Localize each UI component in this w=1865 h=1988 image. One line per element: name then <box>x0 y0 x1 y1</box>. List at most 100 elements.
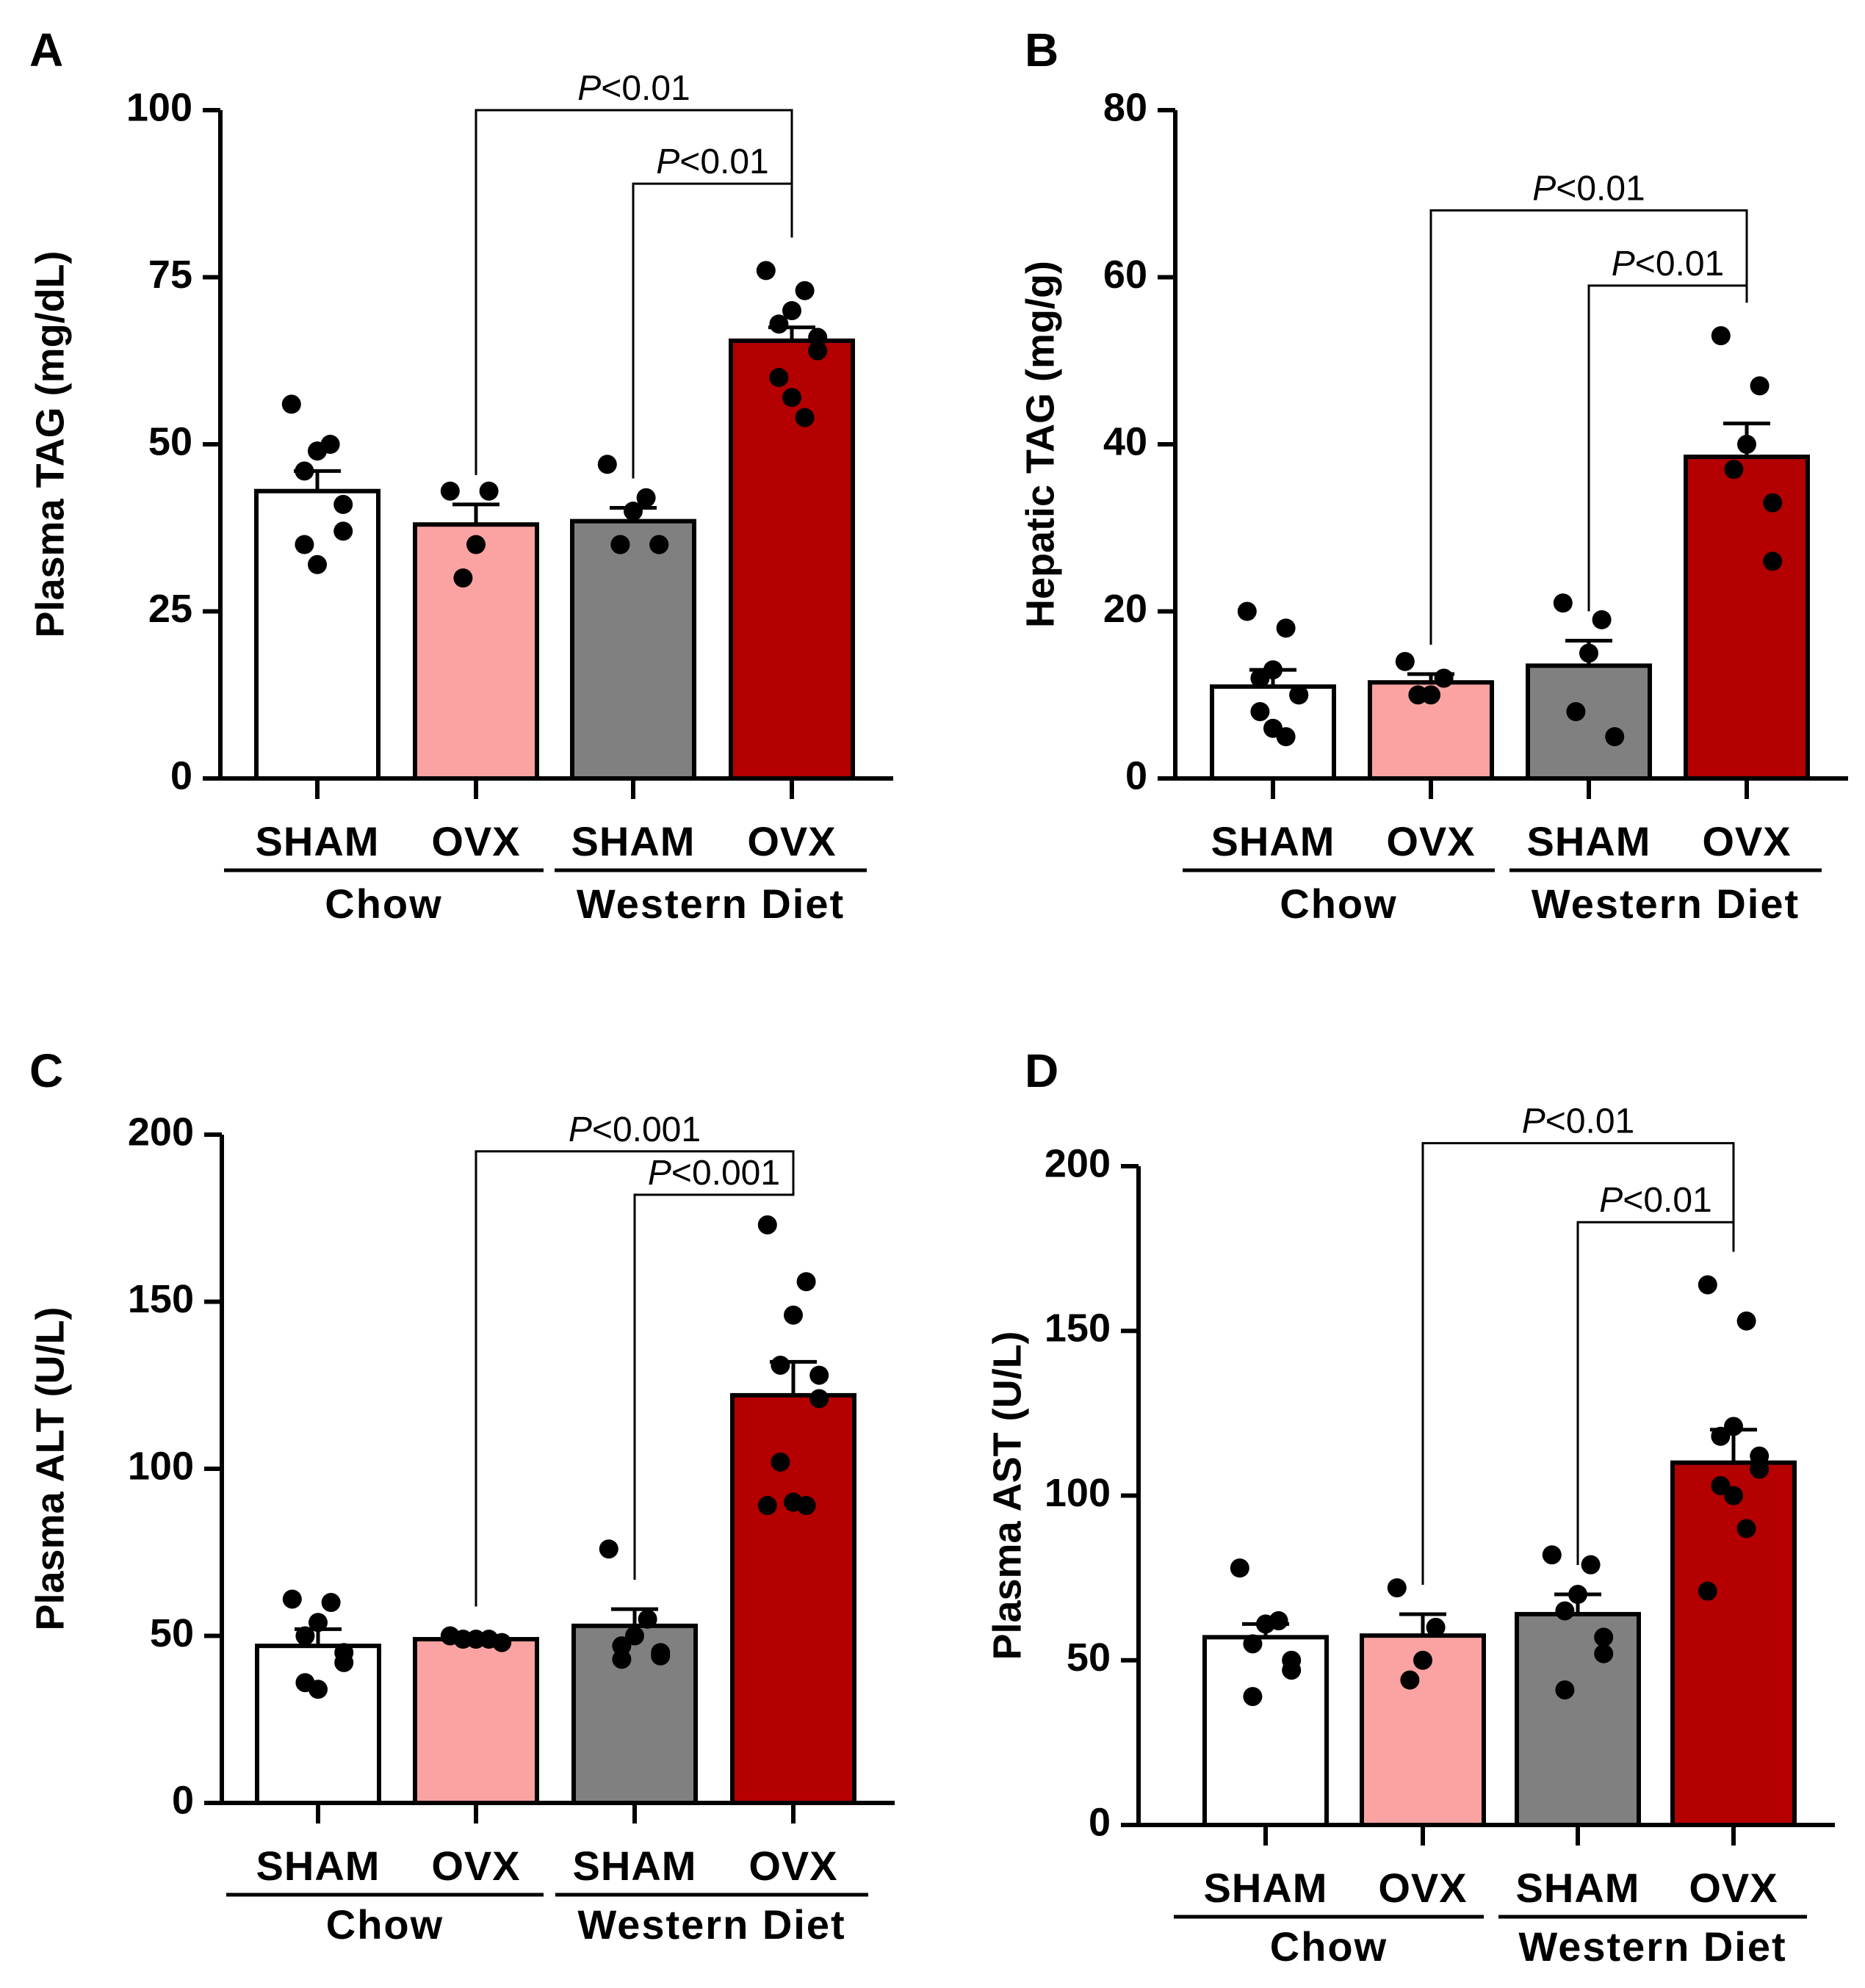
p-value-symbol: P <box>656 142 679 181</box>
category-label: SHAM <box>1211 818 1335 864</box>
data-point <box>1276 618 1296 638</box>
data-point <box>1579 643 1598 663</box>
data-point <box>282 1589 302 1609</box>
bar-sham-chow <box>1202 1635 1329 1827</box>
data-point <box>440 481 460 501</box>
bar-sham-western-diet <box>570 518 696 781</box>
category-label: SHAM <box>573 1843 697 1889</box>
data-point <box>1553 593 1573 613</box>
data-point <box>1763 493 1783 513</box>
data-point <box>809 1389 829 1409</box>
data-point <box>651 1646 671 1666</box>
group-label: Western Diet <box>577 1901 845 1948</box>
data-point <box>1387 1578 1407 1598</box>
data-point <box>1250 702 1270 721</box>
data-point <box>309 1680 328 1699</box>
data-point <box>281 394 301 414</box>
p-value-threshold: <0.01 <box>679 142 768 181</box>
p-value-label: P<0.001 <box>569 1110 701 1149</box>
data-point <box>636 488 656 507</box>
data-point <box>597 455 617 474</box>
y-tick-label: 0 <box>1089 1800 1111 1844</box>
data-point <box>295 461 314 481</box>
p-value-symbol: P <box>1532 170 1556 209</box>
significance-bracket <box>632 182 793 479</box>
data-point <box>757 1496 777 1516</box>
data-point <box>308 554 327 574</box>
data-point <box>1736 1519 1756 1539</box>
data-point <box>612 1649 632 1669</box>
y-tick-label: 0 <box>172 1778 194 1822</box>
data-point <box>1711 1476 1731 1496</box>
data-point <box>1434 668 1454 688</box>
data-point <box>782 388 801 408</box>
data-point <box>333 521 353 541</box>
data-point <box>808 341 828 361</box>
p-value-threshold: <0.01 <box>1623 1181 1711 1220</box>
data-point <box>784 1305 803 1325</box>
y-tick-label: 40 <box>1103 419 1147 463</box>
y-tick-label: 50 <box>148 419 192 463</box>
p-value-symbol: P <box>1599 1181 1623 1220</box>
category-label: SHAM <box>256 818 380 864</box>
category-label: SHAM <box>1204 1865 1328 1911</box>
data-point <box>1750 376 1770 396</box>
p-value-threshold: <0.01 <box>1635 245 1724 283</box>
category-label: OVX <box>1702 818 1791 864</box>
data-point <box>795 408 815 427</box>
data-point <box>1555 1680 1575 1700</box>
p-value-threshold: <0.01 <box>1556 170 1645 209</box>
bar-ovx-western-diet <box>730 1392 856 1805</box>
bar-sham-western-diet <box>571 1623 698 1806</box>
data-point <box>1426 1617 1446 1637</box>
group-label: Western Diet <box>1532 881 1800 927</box>
significance-bracket <box>475 1150 795 1607</box>
category-label: OVX <box>1689 1865 1778 1911</box>
data-point <box>1736 1311 1756 1331</box>
p-value-symbol: P <box>1612 245 1635 283</box>
data-point <box>1581 1555 1601 1575</box>
data-point <box>1724 1486 1743 1506</box>
y-axis-label: Plasma AST (U/L) <box>985 1331 1029 1660</box>
category-label: SHAM <box>571 818 696 864</box>
data-point <box>796 1272 816 1292</box>
data-point <box>610 535 630 554</box>
data-point <box>453 1630 473 1649</box>
p-value-label: P<0.01 <box>1532 170 1645 209</box>
data-point <box>1724 1417 1743 1436</box>
p-value-threshold: <0.01 <box>601 69 690 108</box>
y-tick-label: 100 <box>1045 1471 1111 1515</box>
panel-letter: B <box>1025 24 1058 76</box>
data-point <box>1413 1650 1432 1670</box>
p-value-label: P<0.01 <box>1599 1181 1711 1220</box>
data-point <box>769 368 789 387</box>
y-tick-label: 0 <box>1125 753 1147 798</box>
data-point <box>782 301 801 320</box>
chart-panel-d: D Plasma AST (U/L) 0 50 100 150 200 SHAM OVX SHAM… <box>985 1044 1835 1970</box>
bar-ovx-chow <box>413 522 539 781</box>
y-axis-label: Plasma TAG (mg/dL) <box>28 250 72 637</box>
significance-bracket <box>1587 284 1748 612</box>
data-point <box>1555 1601 1575 1621</box>
data-point <box>1698 1275 1717 1295</box>
data-point <box>1737 435 1756 454</box>
data-point <box>295 535 314 554</box>
data-point <box>1250 668 1270 688</box>
p-value-symbol: P <box>577 69 601 108</box>
data-point <box>756 261 776 281</box>
group-label: Western Diet <box>577 881 845 927</box>
p-value-threshold: <0.001 <box>671 1154 780 1193</box>
chart-panel-b: B Hepatic TAG (mg/g) 0 20 40 60 80 SHAM OVX SHAM O… <box>1018 24 1848 927</box>
data-point <box>1763 552 1783 571</box>
data-point <box>771 1452 790 1472</box>
group-label: Western Diet <box>1518 1923 1786 1970</box>
group-label: Chow <box>1270 1923 1388 1970</box>
data-point <box>1282 1660 1302 1680</box>
category-label: OVX <box>431 818 520 864</box>
bar-sham-chow <box>255 1644 381 1805</box>
data-point <box>492 1633 512 1652</box>
p-value-threshold: <0.001 <box>592 1110 701 1149</box>
y-axis-label: Plasma ALT (U/L) <box>28 1306 72 1630</box>
data-point <box>1605 727 1625 747</box>
data-point <box>1750 1446 1770 1466</box>
